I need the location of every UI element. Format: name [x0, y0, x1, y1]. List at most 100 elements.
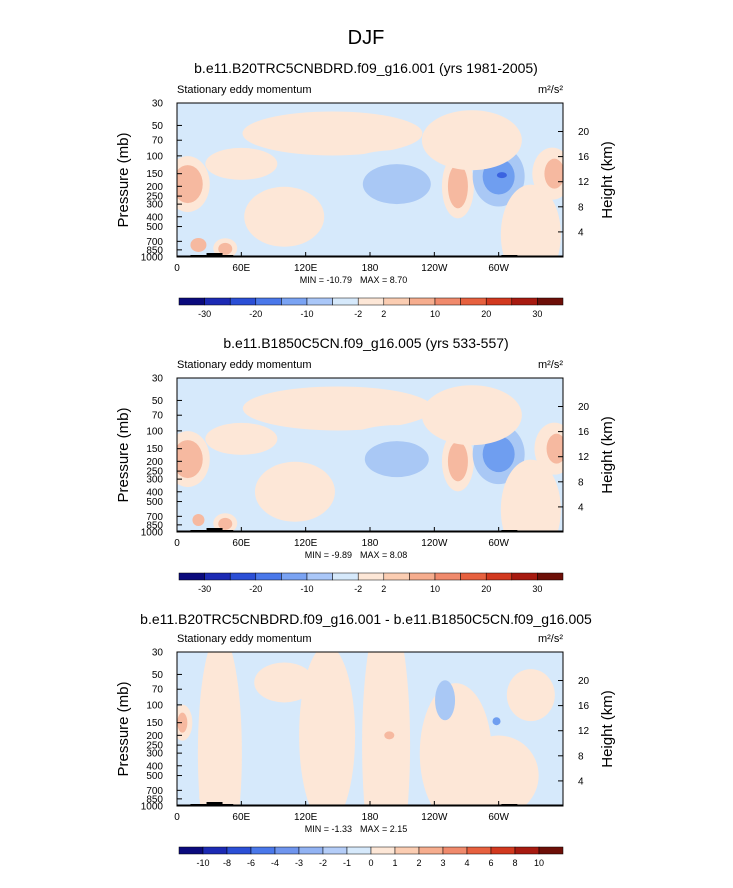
colorbar-swatch	[332, 572, 359, 581]
height-tick-label: 16	[578, 152, 590, 163]
y-tick-label: 850	[146, 794, 163, 805]
units-label: m²/s²	[538, 633, 563, 645]
y-tick-label: 500	[146, 222, 163, 233]
y-tick-label: 400	[146, 212, 163, 223]
colorbar-label: -4	[271, 858, 279, 868]
colorbar-swatch	[514, 846, 540, 855]
y-tick-label: 70	[152, 136, 164, 147]
stats-min: MIN = -1.33	[305, 824, 352, 834]
y-tick-label: 50	[152, 670, 164, 681]
colorbar-swatch	[229, 572, 257, 581]
y-tick-label: 700	[146, 512, 163, 523]
left-label: Stationary eddy momentum	[177, 633, 312, 645]
topography-mark	[206, 528, 223, 532]
colorbar-swatch	[229, 297, 257, 306]
colorbar-swatch	[511, 297, 538, 306]
colorbar-label: 30	[532, 584, 542, 594]
colorbar-label: 6	[488, 858, 493, 868]
left-label: Stationary eddy momentum	[177, 359, 312, 371]
height-tick-label: 4	[578, 776, 584, 787]
contour-region	[190, 237, 207, 252]
x-tick-label: 0	[174, 812, 180, 823]
y-tick-label: 30	[152, 374, 164, 385]
contour-region	[254, 662, 315, 703]
colorbar-swatch	[202, 846, 228, 855]
colorbar-label: -10	[300, 584, 313, 594]
y-tick-label: 700	[146, 237, 163, 248]
contour-region	[177, 712, 188, 733]
x-tick-label: 120E	[294, 538, 318, 549]
x-tick-label: 0	[174, 263, 180, 274]
contour-region	[544, 158, 563, 189]
colorbar-swatch	[204, 297, 231, 306]
y-tick-label: 50	[152, 396, 164, 407]
x-tick-label: 120W	[421, 263, 448, 274]
colorbar-label: -10	[300, 309, 313, 319]
stats-min: MIN = -10.79	[300, 275, 352, 285]
page-title: DJF	[348, 27, 385, 49]
height-tick-label: 12	[578, 726, 590, 737]
x-tick-label: 120W	[421, 538, 448, 549]
y-tick-label: 300	[146, 749, 163, 760]
y-tick-label: 500	[146, 771, 163, 782]
contour-region	[177, 440, 203, 479]
y-tick-label: 70	[152, 411, 164, 422]
colorbar-label: 2	[381, 584, 386, 594]
colorbar-swatch	[255, 572, 282, 581]
x-tick-label: 60W	[488, 263, 509, 274]
stats-max: MAX = 8.08	[360, 550, 407, 560]
contour-field	[177, 385, 563, 532]
colorbar-swatch	[511, 572, 538, 581]
height-tick-label: 4	[578, 227, 584, 238]
y-tick-label: 400	[146, 761, 163, 772]
contour-region	[482, 436, 515, 473]
y-tick-label: 1000	[141, 528, 164, 539]
contour-region	[458, 735, 539, 806]
colorbar-label: 1	[392, 858, 397, 868]
y-tick-label: 300	[146, 200, 163, 211]
height-tick-label: 20	[578, 676, 590, 687]
colorbar-swatch	[485, 297, 513, 306]
y-axis-label: Pressure (mb)	[115, 132, 132, 227]
contour-region	[364, 441, 429, 478]
colorbar-label: -20	[249, 309, 262, 319]
colorbar-label: 20	[481, 584, 491, 594]
colorbar-swatch	[383, 297, 410, 306]
colorbar-label: -1	[343, 858, 351, 868]
y-tick-label: 150	[146, 169, 163, 180]
contour-field	[177, 110, 563, 257]
topography-mark	[206, 802, 223, 806]
y-tick-label: 200	[146, 182, 163, 193]
colorbar-label: -3	[295, 858, 303, 868]
panels: b.e11.B20TRC5CNBDRD.f09_g16.001 (yrs 198…	[115, 60, 616, 868]
contour-region	[299, 652, 356, 806]
height-tick-label: 12	[578, 177, 590, 188]
colorbar-swatch	[178, 297, 205, 306]
colorbar-swatch	[434, 572, 461, 581]
colorbar-swatch	[255, 297, 282, 306]
y-tick-label: 850	[146, 245, 163, 256]
contour-region	[192, 513, 205, 526]
contour-region	[199, 789, 220, 806]
height-tick-label: 16	[578, 701, 590, 712]
colorbar-swatch	[226, 846, 252, 855]
colorbar-swatch	[383, 572, 410, 581]
colorbar-swatch	[357, 297, 385, 306]
contour-region	[496, 172, 507, 179]
y-tick-label: 150	[146, 718, 163, 729]
y-tick-label: 30	[152, 648, 164, 659]
y-tick-label: 1000	[141, 253, 164, 264]
contour-region	[362, 652, 411, 806]
colorbar-label: 10	[430, 584, 440, 594]
height-tick-label: 12	[578, 452, 590, 463]
contour-region	[242, 111, 423, 156]
contour-region	[218, 517, 233, 530]
colorbar-label: 8	[512, 858, 517, 868]
colorbar-swatch	[306, 572, 333, 581]
colorbar-swatch	[460, 297, 487, 306]
contour-region	[421, 385, 522, 446]
colorbar-label: 3	[440, 858, 445, 868]
colorbar-swatch	[322, 846, 348, 855]
contour-region	[447, 441, 468, 482]
height-tick-label: 20	[578, 402, 590, 413]
